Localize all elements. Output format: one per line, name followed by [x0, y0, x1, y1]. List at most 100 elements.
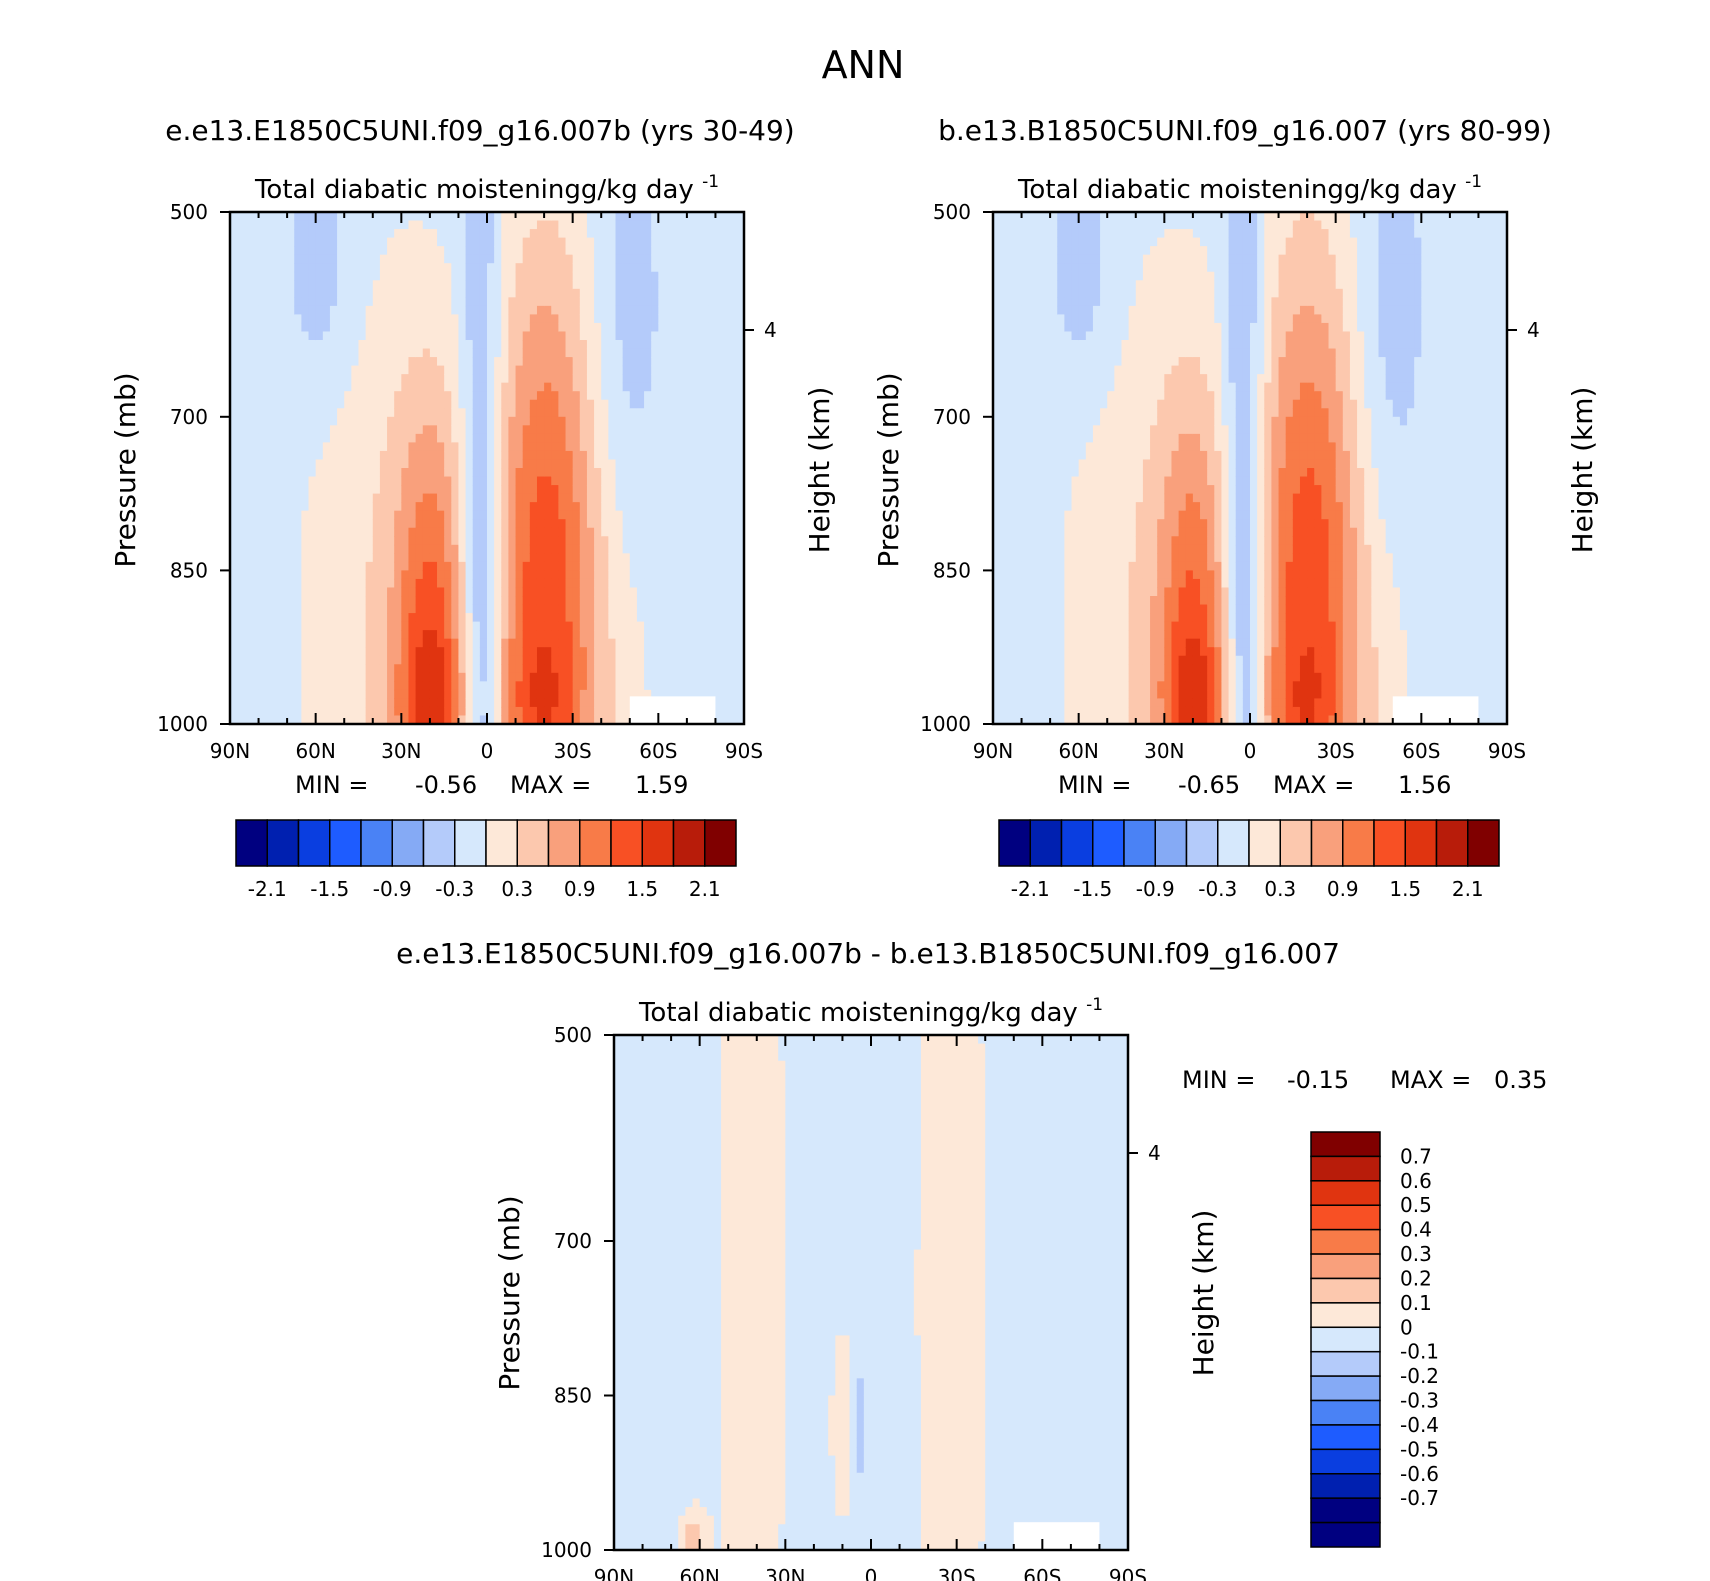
contour-cell [1021, 647, 1030, 657]
contour-cell [594, 510, 602, 520]
contour-cell [337, 527, 345, 537]
contour-cell [394, 425, 402, 435]
contour-cell [237, 621, 245, 631]
contour-cell [415, 220, 424, 230]
contour-cell [237, 698, 245, 708]
contour-cell [322, 570, 331, 580]
contour-cell [1007, 442, 1016, 452]
contour-cell [594, 331, 602, 341]
contour-cell [1007, 485, 1016, 495]
contour-cell [1014, 536, 1023, 546]
contour-cell [608, 220, 617, 230]
contour-cell [1057, 476, 1065, 486]
contour-cell [686, 596, 695, 606]
contour-cell [544, 382, 552, 392]
contour-cell [337, 212, 345, 222]
contour-cell [1050, 468, 1058, 478]
contour-cell [294, 246, 302, 256]
contour-cell [644, 348, 652, 358]
contour-cell [372, 468, 381, 478]
contour-cell [694, 271, 702, 281]
contour-cell [394, 655, 402, 665]
contour-cell [601, 604, 609, 614]
contour-cell [622, 322, 631, 333]
contour-cell [1028, 263, 1037, 273]
contour-cell [379, 459, 388, 469]
contour-cell [301, 459, 310, 469]
contour-cell [658, 527, 667, 537]
contour-cell [351, 288, 360, 298]
contour-cell [736, 587, 745, 597]
contour-cell [993, 254, 1001, 264]
contour-cell [672, 305, 681, 315]
contour-cell [351, 271, 360, 281]
contour-cell [1042, 331, 1051, 341]
contour-cell [1014, 715, 1023, 725]
contour-cell [658, 348, 667, 358]
contour-cell [1014, 331, 1023, 341]
contour-cell [572, 254, 581, 264]
contour-cell [279, 280, 288, 290]
contour-cell [258, 485, 267, 495]
contour-cell [536, 527, 545, 537]
contour-cell [251, 382, 260, 392]
contour-cell [1000, 220, 1008, 230]
contour-cell [594, 502, 602, 512]
contour-cell [522, 630, 531, 640]
contour-cell [279, 630, 288, 640]
contour-cell [429, 212, 438, 222]
contour-cell [715, 681, 724, 691]
contour-cell [365, 348, 374, 358]
contour-cell [379, 254, 388, 264]
contour-cell [701, 442, 709, 452]
contour-cell [1007, 212, 1016, 222]
contour-cell [479, 604, 488, 614]
contour-cell [536, 340, 545, 350]
contour-cell [508, 408, 517, 418]
contour-cell [372, 450, 381, 461]
contour-cell [379, 450, 388, 461]
contour-cell [515, 570, 524, 580]
contour-cell [415, 706, 424, 717]
contour-cell [522, 450, 531, 461]
contour-cell [501, 442, 510, 452]
contour-cell [465, 561, 474, 571]
contour-cell [351, 613, 360, 623]
contour-cell [515, 348, 524, 358]
contour-cell [665, 459, 674, 469]
contour-cell [451, 433, 460, 443]
contour-cell [694, 322, 702, 333]
contour-cell [458, 647, 467, 657]
contour-cell [686, 561, 695, 571]
contour-cell [379, 288, 388, 298]
contour-cell [1042, 536, 1051, 546]
contour-cell [629, 621, 638, 631]
contour-cell [644, 314, 652, 324]
contour-cell [586, 288, 595, 298]
contour-cell [429, 468, 438, 478]
contour-cell [251, 399, 260, 409]
contour-cell [422, 647, 431, 657]
contour-cell [315, 664, 324, 674]
contour-cell [522, 212, 531, 222]
contour-cell [401, 536, 410, 546]
contour-cell [715, 331, 724, 341]
contour-cell [1028, 630, 1037, 640]
contour-cell [301, 476, 310, 486]
contour-cell [358, 613, 367, 623]
contour-cell [586, 715, 595, 725]
contour-cell [522, 271, 531, 281]
contour-cell [1057, 468, 1065, 478]
contour-cell [701, 570, 709, 580]
contour-cell [394, 220, 402, 230]
contour-cell [1028, 391, 1037, 401]
contour-cell [401, 271, 410, 281]
contour-cell [394, 442, 402, 452]
contour-cell [237, 527, 245, 537]
contour-cell [636, 442, 645, 452]
contour-cell [701, 331, 709, 341]
contour-cell [265, 459, 274, 469]
contour-cell [301, 519, 310, 529]
contour-cell [1000, 408, 1008, 418]
contour-cell [551, 621, 559, 631]
